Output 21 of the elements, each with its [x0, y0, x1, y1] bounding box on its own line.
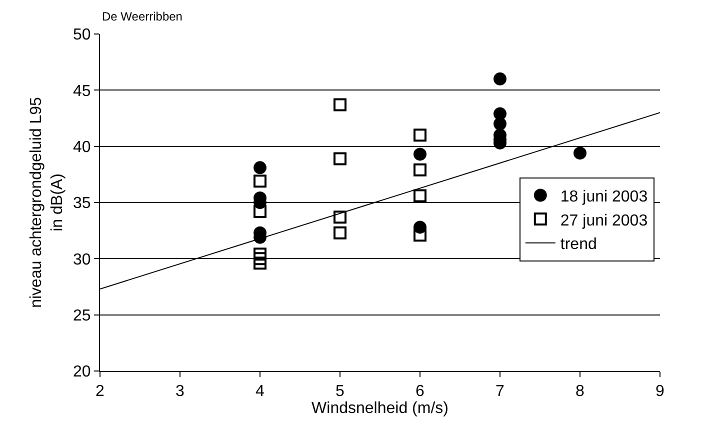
y-tick-label: 50	[73, 26, 91, 44]
y-tick-label: 45	[73, 82, 91, 100]
legend-label: trend	[560, 236, 597, 254]
x-axis-title: Windsnelheid (m/s)	[312, 400, 448, 418]
y-tick-label: 20	[73, 364, 91, 381]
x-tick-label: 3	[176, 383, 185, 400]
legend-label: 27 juni 2003	[560, 212, 648, 230]
y-tick-label: 30	[73, 251, 91, 268]
x-tick-label: 9	[656, 383, 665, 400]
y-axis-title: niveau achtergrondgeluid L95 in dB(A)	[28, 96, 66, 308]
chart-title: De Weerribben	[102, 9, 182, 24]
y-tick-label: 25	[73, 307, 91, 324]
y-tick-label: 35	[73, 195, 91, 212]
x-tick-label: 4	[256, 383, 265, 400]
legend-label: 18 juni 2003	[560, 188, 648, 206]
x-tick-label: 5	[336, 383, 345, 400]
x-tick-label: 6	[416, 383, 425, 400]
x-tick-label: 2	[96, 383, 105, 400]
x-tick-label: 7	[496, 383, 505, 400]
y-tick-label: 40	[73, 138, 91, 156]
x-tick-label: 8	[576, 383, 585, 400]
